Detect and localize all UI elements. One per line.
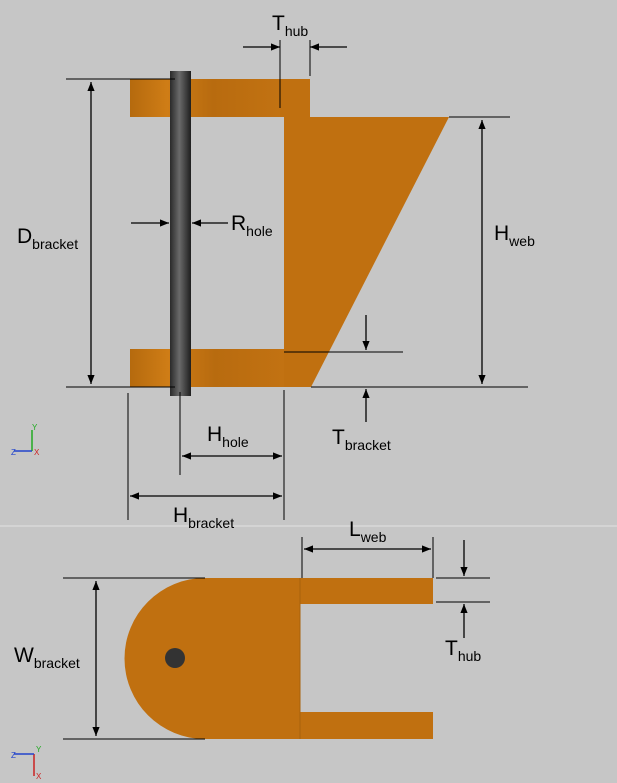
bracket-top-shape (124, 578, 433, 739)
top-view: Lweb Wbracket Thub Z Y X (11, 518, 490, 781)
w-bracket-label: Wbracket (14, 644, 80, 671)
bracket-top-flange (280, 79, 310, 117)
d-bracket-label: Dbracket (17, 225, 78, 252)
axis-triad-top-icon: Z Y X (11, 745, 42, 781)
h-hole-label: Hhole (207, 423, 249, 450)
axis-triad-icon: Y Z X (11, 423, 40, 457)
bracket-pin (170, 71, 191, 396)
h-web-label: Hweb (494, 222, 535, 249)
triad-y-label: Y (32, 423, 38, 432)
triad-top-z-label: Z (11, 751, 16, 760)
side-view: Thub Dbracket Rhole Hweb Tbracket (11, 12, 535, 531)
t-hub-label: Thub (272, 12, 308, 39)
bracket-hole (165, 648, 185, 668)
l-web-label: Lweb (349, 518, 387, 545)
bracket-top-hub (130, 79, 280, 117)
t-bracket-label: Tbracket (332, 426, 391, 453)
h-bracket-label: Hbracket (173, 504, 234, 531)
triad-z-label: Z (11, 448, 16, 457)
bracket-bottom-hub (130, 349, 284, 387)
triad-top-x-label: X (36, 772, 42, 781)
bracket-web (284, 117, 449, 387)
triad-top-y-label: Y (36, 745, 42, 754)
r-hole-label: Rhole (231, 212, 273, 239)
triad-x-label: X (34, 448, 40, 457)
t-hub-top-label: Thub (445, 637, 481, 664)
